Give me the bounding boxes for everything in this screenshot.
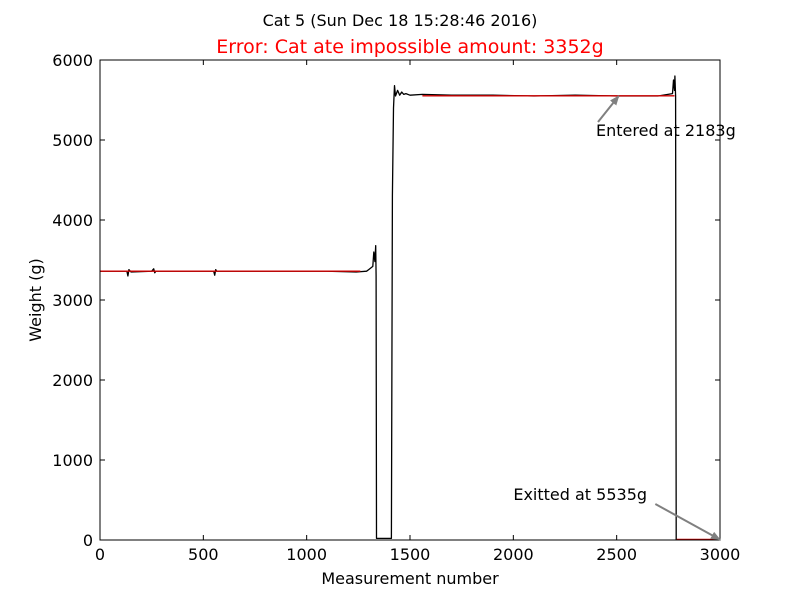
plot-area bbox=[100, 75, 720, 540]
x-tick-label: 500 bbox=[188, 545, 219, 564]
x-axis-label: Measurement number bbox=[321, 569, 499, 588]
x-tick-label: 2500 bbox=[596, 545, 637, 564]
x-tick-label: 1000 bbox=[286, 545, 327, 564]
y-tick-label: 3000 bbox=[52, 291, 93, 310]
annotation-exited-arrow bbox=[654, 503, 721, 541]
chart-subtitle: Error: Cat ate impossible amount: 3352g bbox=[216, 36, 603, 58]
x-axis: 0 500 1000 1500 2000 2500 3000 bbox=[95, 60, 740, 564]
y-axis-label: Weight (g) bbox=[26, 258, 45, 341]
annotation-exited-text: Exitted at 5535g bbox=[513, 485, 647, 504]
x-tick-label: 3000 bbox=[700, 545, 741, 564]
y-tick-label: 6000 bbox=[52, 51, 93, 70]
y-axis: 0 1000 2000 3000 4000 5000 6000 bbox=[52, 51, 720, 550]
annotation-entered-arrow bbox=[597, 95, 620, 123]
raw-weight-line bbox=[100, 75, 720, 540]
y-tick-label: 4000 bbox=[52, 211, 93, 230]
x-tick-label: 0 bbox=[95, 545, 105, 564]
y-tick-label: 2000 bbox=[52, 371, 93, 390]
y-tick-label: 1000 bbox=[52, 451, 93, 470]
y-tick-label: 5000 bbox=[52, 131, 93, 150]
x-tick-label: 1500 bbox=[390, 545, 431, 564]
annotation-entered-text: Entered at 2183g bbox=[596, 121, 736, 140]
x-tick-label: 2000 bbox=[493, 545, 534, 564]
annotations: Entered at 2183g Exitted at 5535g bbox=[513, 95, 736, 541]
chart-title: Cat 5 (Sun Dec 18 15:28:46 2016) bbox=[263, 11, 538, 30]
y-tick-label: 0 bbox=[83, 531, 93, 550]
